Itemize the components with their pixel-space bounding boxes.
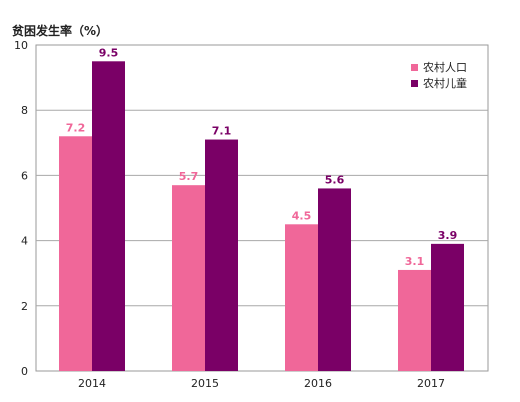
data-label: 5.7 — [179, 170, 199, 183]
y-tick-label: 8 — [21, 104, 28, 117]
y-tick-label: 2 — [21, 300, 28, 313]
legend-label: 农村人口 — [423, 60, 467, 74]
data-label: 5.6 — [325, 173, 345, 186]
bar-rural-children — [318, 188, 351, 371]
y-tick-label: 4 — [21, 235, 28, 248]
y-axis-title: 贫困发生率（%） — [12, 24, 109, 38]
x-tick-label: 2017 — [417, 377, 445, 390]
bar-rural-children — [92, 61, 125, 372]
legend-label: 农村儿童 — [423, 76, 467, 90]
bar-rural-population — [285, 224, 318, 371]
data-label: 7.2 — [66, 121, 86, 134]
bar-rural-children — [431, 243, 464, 371]
legend-swatch — [411, 64, 418, 71]
bar-rural-population — [172, 185, 205, 371]
data-label: 3.1 — [405, 255, 425, 268]
data-label: 4.5 — [292, 209, 312, 222]
x-tick-label: 2014 — [78, 377, 106, 390]
y-tick-label: 0 — [21, 365, 28, 378]
legend-swatch — [411, 80, 418, 87]
y-tick-label: 6 — [21, 169, 28, 182]
data-label: 9.5 — [99, 46, 119, 59]
bar-rural-population — [398, 269, 431, 371]
bar-rural-population — [59, 136, 92, 371]
data-label: 3.9 — [438, 229, 458, 242]
x-tick-label: 2015 — [191, 377, 219, 390]
plot-frame — [35, 44, 489, 372]
data-label: 7.1 — [212, 125, 232, 138]
bar-rural-children — [205, 139, 238, 371]
x-tick-label: 2016 — [304, 377, 332, 390]
y-tick-label: 10 — [14, 39, 28, 52]
